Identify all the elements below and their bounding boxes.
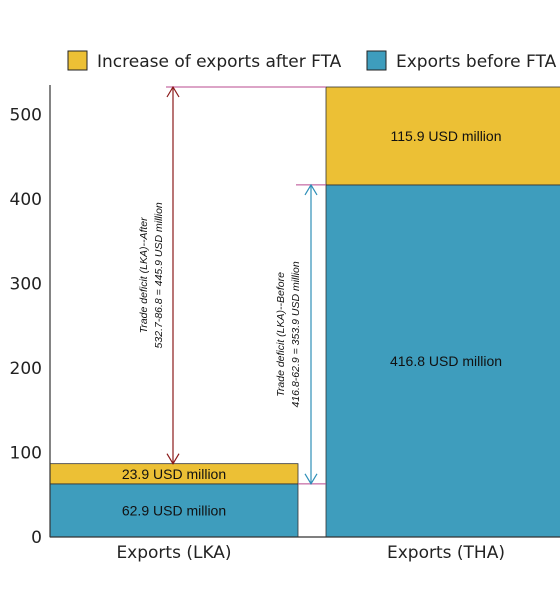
legend-label-1: Exports before FTA: [396, 52, 557, 72]
y-tick-label: 400: [10, 190, 42, 210]
data-label-increase-0: 23.9 USD million: [122, 466, 226, 482]
x-tick-label-1: Exports (THA): [387, 543, 505, 563]
y-axis-label: Value (USD M): [0, 251, 3, 373]
bar-before-0: [49, 483, 299, 538]
y-tick-label: 100: [10, 444, 42, 464]
annotation-arrowhead-top-0: [166, 85, 180, 98]
annotation-text-group-0: Trade deficit (LKA)--After 532.7-86.8 = 4…: [138, 202, 165, 348]
annotation-text-line1-0: Trade deficit (LKA)--After: [138, 217, 150, 333]
y-tick-label: 200: [10, 359, 42, 379]
annotation-text-line1-1: Trade deficit (LKA)--Before: [275, 272, 287, 397]
y-tick-label: 500: [10, 106, 42, 126]
data-label-increase-1: 115.9 USD million: [390, 128, 501, 144]
annotation-arrowhead-bottom-0: [166, 453, 180, 465]
annotation-arrowhead-top-1: [304, 183, 318, 196]
data-label-before-1: 416.8 USD million: [390, 353, 502, 369]
annotation-text-line2-1: 416.8-62.9 = 353.9 USD million: [290, 261, 302, 407]
annotation-text-line2-0: 532.7-86.8 = 445.9 USD million: [153, 202, 165, 348]
legend-swatch-1: [366, 50, 387, 71]
annotation-text-group-1: Trade deficit (LKA)--Before 416.8-62.9 = …: [275, 261, 302, 407]
bar-increase-1: [325, 86, 560, 186]
data-label-before-0: 62.9 USD million: [122, 502, 226, 518]
annotation-arrowhead-bottom-1: [304, 473, 318, 486]
legend-swatch-0: [67, 50, 88, 71]
y-tick-label: 300: [10, 275, 42, 295]
y-tick-label: 0: [31, 528, 42, 548]
legend-label-0: Increase of exports after FTA: [97, 52, 342, 72]
x-tick-label-0: Exports (LKA): [116, 543, 231, 563]
